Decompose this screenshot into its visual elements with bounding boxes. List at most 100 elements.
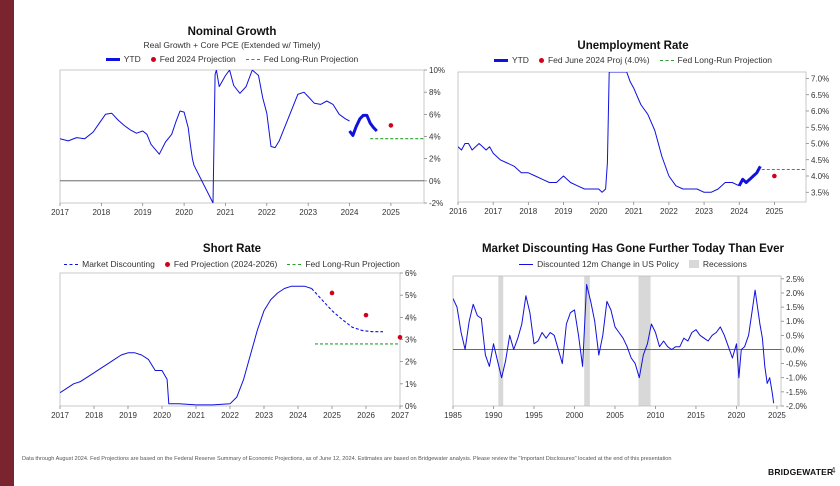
chart-subtitle: Real Growth + Core PCE (Extended w/ Time… <box>143 40 321 50</box>
legend-item: Fed Long-Run Projection <box>287 259 400 269</box>
x-tick-label: 2018 <box>85 411 103 420</box>
x-tick-label: 2021 <box>217 208 235 217</box>
y-tick-label: 1.5% <box>786 303 804 312</box>
x-tick-label: 1995 <box>525 411 543 420</box>
projection-point <box>363 312 369 318</box>
legend-swatch-market <box>64 263 79 265</box>
legend-swatch-longrun <box>659 59 674 61</box>
x-tick-label: 2020 <box>175 208 193 217</box>
x-tick-label: 2016 <box>449 207 467 216</box>
y-tick-label: 5.0% <box>811 140 829 149</box>
x-tick-label: 2020 <box>728 411 746 420</box>
y-tick-label: 2.0% <box>786 289 804 298</box>
series-line-0 <box>60 285 312 406</box>
panel-market-discounting: Market Discounting Has Gone Further Toda… <box>448 238 818 438</box>
y-tick-label: 4.0% <box>811 172 829 181</box>
y-tick-label: 6% <box>429 110 441 119</box>
panel-unemployment-rate: Unemployment Rate YTD Fed June 2024 Proj… <box>448 25 818 225</box>
legend-item: Fed June 2024 Proj (4.0%) <box>538 55 650 65</box>
x-tick-label: 2017 <box>484 207 502 216</box>
footnote: Data through August 2024. Fed Projection… <box>22 456 672 462</box>
y-tick-label: 8% <box>429 88 441 97</box>
legend-swatch-ytd <box>105 57 120 61</box>
y-tick-label: 5.5% <box>811 123 829 132</box>
chart-legend: YTD Fed 2024 Projection Fed Long-Run Pro… <box>22 54 442 64</box>
y-tick-label: 3% <box>405 336 417 345</box>
y-tick-label: 2.5% <box>786 275 804 284</box>
legend-swatch-discounted <box>519 263 534 265</box>
x-tick-label: 2022 <box>660 207 678 216</box>
y-tick-label: -2% <box>429 199 443 208</box>
brand-logo: BRIDGEWATER <box>768 467 834 477</box>
x-tick-label: 1990 <box>485 411 503 420</box>
panel-nominal-growth: Nominal Growth Real Growth + Core PCE (E… <box>22 25 442 225</box>
x-tick-label: 2000 <box>566 411 584 420</box>
plot-short-rate: 2017 2018 2019 2020 2021 2022 2023 2024 2025 2026… <box>51 269 417 420</box>
chart-legend: Market Discounting Fed Projection (2024-… <box>22 259 442 269</box>
y-tick-label: 6.0% <box>811 107 829 116</box>
x-tick-label: 2026 <box>357 411 375 420</box>
y-tick-label: 5% <box>405 291 417 300</box>
chart-title: Unemployment Rate <box>577 40 689 52</box>
legend-label: Fed June 2024 Proj (4.0%) <box>547 55 650 65</box>
chart-legend: YTD Fed June 2024 Proj (4.0%) Fed Long-R… <box>448 55 818 65</box>
legend-item: Recessions <box>688 259 747 269</box>
y-tick-label: 1% <box>405 380 417 389</box>
chart-title: Market Discounting Has Gone Further Toda… <box>481 243 785 255</box>
legend-item: Fed Projection (2024-2026) <box>164 259 278 269</box>
x-tick-label: 2024 <box>289 411 307 420</box>
legend-swatch-longrun <box>287 263 302 265</box>
x-tick-label: 2023 <box>255 411 273 420</box>
x-tick-label: 2024 <box>730 207 748 216</box>
y-tick-label: 0% <box>405 402 417 411</box>
y-tick-label: 6.5% <box>811 91 829 100</box>
x-tick-label: 2021 <box>187 411 205 420</box>
y-tick-label: -1.5% <box>786 388 807 397</box>
chart-title: Nominal Growth <box>187 26 277 38</box>
plot-frame <box>59 69 425 204</box>
y-tick-label: 2% <box>405 358 417 367</box>
recession-band <box>737 276 740 406</box>
legend-swatch-recessions <box>688 260 699 268</box>
x-tick-label: 2025 <box>323 411 341 420</box>
series-line-1 <box>737 165 762 187</box>
x-tick-label: 2027 <box>391 411 409 420</box>
series-line-0 <box>60 70 350 203</box>
legend-label: Fed 2024 Projection <box>159 54 236 64</box>
x-tick-label: 2025 <box>765 207 783 216</box>
x-tick-label: 2020 <box>153 411 171 420</box>
y-tick-label: -2.0% <box>786 402 807 411</box>
legend-label: Discounted 12m Change in US Policy <box>537 259 679 269</box>
legend-label: Fed Projection (2024-2026) <box>173 259 278 269</box>
x-tick-label: 2018 <box>519 207 537 216</box>
projection-point <box>772 173 777 179</box>
y-tick-label: 7.0% <box>811 75 829 84</box>
recession-band <box>584 276 590 406</box>
y-tick-label: 4% <box>429 133 441 142</box>
x-tick-label: 2025 <box>768 411 786 420</box>
x-tick-label: 2023 <box>695 207 713 216</box>
legend-swatch-ytd <box>493 58 508 62</box>
x-tick-label: 2018 <box>92 208 110 217</box>
legend-label: Fed Long-Run Projection <box>263 54 359 64</box>
chart-legend: Discounted 12m Change in US Policy Reces… <box>448 259 818 269</box>
panel-short-rate: Short Rate Market Discounting Fed Projec… <box>22 238 442 438</box>
legend-swatch-projection <box>538 57 544 63</box>
y-tick-label: -1.0% <box>786 374 807 383</box>
y-tick-label: 0.5% <box>786 331 804 340</box>
y-tick-label: 2% <box>429 155 441 164</box>
legend-label: Fed Long-Run Projection <box>305 259 400 269</box>
recession-band <box>498 276 504 406</box>
y-tick-label: 6% <box>405 269 417 278</box>
plot-nominal-growth: 2017 2018 2019 2020 2021 2022 2023 2024 2025 -2% 0… <box>51 66 445 217</box>
x-tick-label: 1985 <box>444 411 462 420</box>
y-tick-label: 1.0% <box>786 317 804 326</box>
x-tick-label: 2019 <box>555 207 573 216</box>
legend-label: Fed Long-Run Projection <box>677 55 773 65</box>
y-tick-label: 0% <box>429 177 441 186</box>
legend-label: YTD <box>123 54 141 64</box>
page-number: 4 <box>831 466 836 475</box>
x-tick-label: 2017 <box>51 208 69 217</box>
projection-point <box>388 123 394 128</box>
series-line-0 <box>458 72 740 193</box>
